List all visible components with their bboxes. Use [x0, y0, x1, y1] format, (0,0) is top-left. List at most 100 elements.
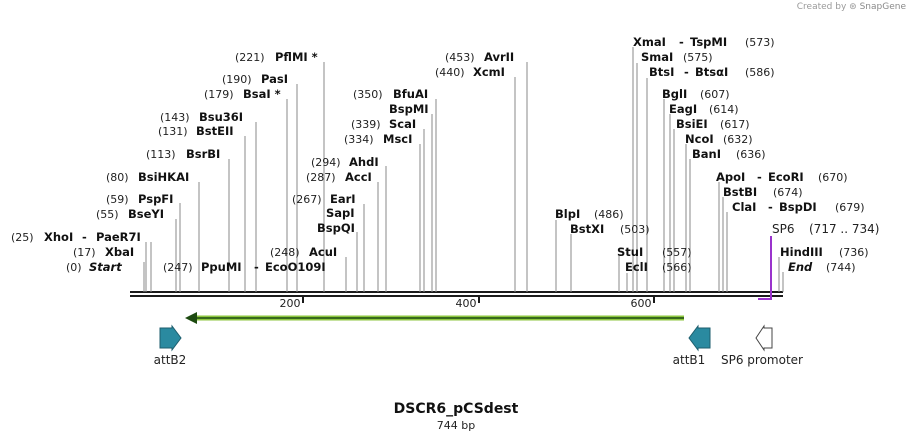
site-name-bfuai[interactable]: BfuAI	[393, 87, 428, 101]
site-pos-smai: (575)	[683, 51, 713, 64]
tick-label-600: 600	[631, 297, 652, 310]
site-name-apoi[interactable]: ApoI	[716, 170, 745, 184]
site-name2-apoi[interactable]: EcoRI	[768, 170, 804, 184]
site-name2-xhoi[interactable]: PaeR7I	[96, 230, 141, 244]
site-pos-msci: (334)	[344, 133, 374, 146]
credit: Created by ⊛ SnapGene	[797, 2, 906, 12]
site-name-bstbi[interactable]: BstBI	[723, 185, 757, 199]
orf-arrow[interactable]	[185, 312, 684, 324]
site-name-bsiei[interactable]: BsiEI	[676, 117, 708, 131]
site-name-scai[interactable]: ScaI	[389, 117, 416, 131]
site-pos-bstbi: (674)	[773, 186, 803, 199]
site-name-ecli[interactable]: EclI	[625, 260, 648, 274]
site-name-smai[interactable]: SmaI	[641, 50, 673, 64]
site-pos-start: (0)	[66, 261, 82, 274]
site-name-ncoi[interactable]: NcoI	[685, 132, 714, 146]
site-pos-hindiii: (736)	[839, 246, 869, 259]
plasmid-name: DSCR6_pCSdest	[393, 401, 519, 417]
site-sep-clai: -	[768, 200, 773, 214]
sp6-promoter-arrow-icon[interactable]	[755, 324, 773, 352]
site-name-eari[interactable]: EarI	[330, 192, 356, 206]
site-name-bspmi[interactable]: BspMI	[389, 102, 429, 116]
credit-brand: SnapGene	[859, 2, 906, 12]
site-name-bstxi[interactable]: BstXI	[570, 222, 604, 236]
sp6-primer-label[interactable]: SP6 (717 .. 734)	[772, 222, 879, 236]
site-name-end[interactable]: End	[788, 260, 813, 274]
site-pos-avrii: (453)	[445, 51, 475, 64]
site-name-clai[interactable]: ClaI	[732, 200, 756, 214]
site-name-bsihkai[interactable]: BsiHKAI	[138, 170, 189, 184]
cut-site-lines	[143, 47, 784, 292]
site-pos-btsi: (586)	[745, 66, 775, 79]
site-name-xbai[interactable]: XbaI	[105, 245, 134, 259]
site-name-acci[interactable]: AccI	[345, 170, 372, 184]
site-pos-ahdi: (294)	[311, 156, 341, 169]
site-name-bgli[interactable]: BglI	[662, 87, 687, 101]
site-name-hindiii[interactable]: HindIII	[780, 245, 823, 259]
orf-arrow-head	[185, 312, 197, 324]
site-name-xhoi[interactable]: XhoI	[44, 230, 73, 244]
site-pos-bgli: (607)	[700, 88, 730, 101]
site-pos-bsrbi: (113)	[146, 148, 176, 161]
site-pos-scai: (339)	[351, 118, 381, 131]
site-name-bspqi[interactable]: BspQI	[317, 221, 355, 235]
site-name-btsi[interactable]: BtsI	[649, 65, 674, 79]
site-name-bsrbi[interactable]: BsrBI	[186, 147, 220, 161]
site-name-bani[interactable]: BanI	[692, 147, 721, 161]
site-pos-acui: (248)	[270, 246, 300, 259]
sp6-primer-mark[interactable]	[758, 236, 772, 300]
site-name-pasi[interactable]: PasI	[261, 72, 288, 86]
site-pos-bseyi: (55)	[96, 208, 119, 221]
site-pos-ncoi: (632)	[723, 133, 753, 146]
site-name-xcmi[interactable]: XcmI	[473, 65, 505, 79]
attb2-arrow-icon[interactable]	[159, 324, 182, 352]
site-name2-clai[interactable]: BspDI	[779, 200, 817, 214]
site-name-pspfi[interactable]: PspFI	[138, 192, 173, 206]
site-sep-btsi: -	[684, 65, 689, 79]
site-name-bsu36i[interactable]: Bsu36I	[199, 110, 243, 124]
site-name-sapi[interactable]: SapI	[326, 206, 355, 220]
site-name-xmai[interactable]: XmaI	[633, 35, 666, 49]
site-name-bsai[interactable]: BsaI *	[243, 87, 281, 101]
site-name-start[interactable]: Start	[89, 260, 122, 274]
site-name-acui[interactable]: AcuI	[309, 245, 337, 259]
plasmid-length: 744 bp	[436, 419, 476, 432]
tick-label-200: 200	[280, 297, 301, 310]
attb2-label[interactable]: attB2	[154, 353, 187, 367]
site-pos-pasi: (190)	[222, 73, 252, 86]
site-pos-xbai: (17)	[73, 246, 96, 259]
site-pos-bsai: (179)	[204, 88, 234, 101]
credit-prefix: Created by	[796, 2, 847, 12]
site-name2-btsi[interactable]: BtsαI	[695, 65, 728, 79]
site-name2-ppumi[interactable]: EcoO109I	[265, 260, 326, 274]
site-pos-clai: (679)	[835, 201, 865, 214]
site-pos-bsihkai: (80)	[106, 171, 129, 184]
site-pos-acci: (287)	[306, 171, 336, 184]
tick-label-400: 400	[456, 297, 477, 310]
site-name2-xmai[interactable]: TspMI	[690, 35, 727, 49]
sp6-promoter-label[interactable]: SP6 promoter	[721, 353, 803, 367]
site-name-bseyi[interactable]: BseYI	[128, 207, 164, 221]
site-name-msci[interactable]: MscI	[383, 132, 412, 146]
site-pos-bsteii: (131)	[158, 125, 188, 138]
site-name-ahdi[interactable]: AhdI	[349, 155, 379, 169]
attb1-label[interactable]: attB1	[673, 353, 706, 367]
site-pos-pflmi: (221)	[235, 51, 265, 64]
site-pos-ppumi: (247)	[163, 261, 193, 274]
site-name-avrii[interactable]: AvrII	[484, 50, 514, 64]
site-pos-bani: (636)	[736, 148, 766, 161]
site-name-ppumi[interactable]: PpuMI	[201, 260, 242, 274]
site-name-blpi[interactable]: BlpI	[555, 207, 580, 221]
site-name-stui[interactable]: StuI	[617, 245, 643, 259]
site-pos-xhoi: (25)	[11, 231, 34, 244]
site-name-eagi[interactable]: EagI	[669, 102, 697, 116]
attb1-arrow-icon[interactable]	[688, 324, 711, 352]
site-name-pflmi[interactable]: PflMI *	[275, 50, 318, 64]
site-pos-eagi: (614)	[709, 103, 739, 116]
site-sep-apoi: -	[757, 170, 762, 184]
site-pos-bsu36i: (143)	[160, 111, 190, 124]
site-pos-xmai: (573)	[745, 36, 775, 49]
site-pos-bstxi: (503)	[620, 223, 650, 236]
site-name-bsteii[interactable]: BstEII	[196, 124, 234, 138]
